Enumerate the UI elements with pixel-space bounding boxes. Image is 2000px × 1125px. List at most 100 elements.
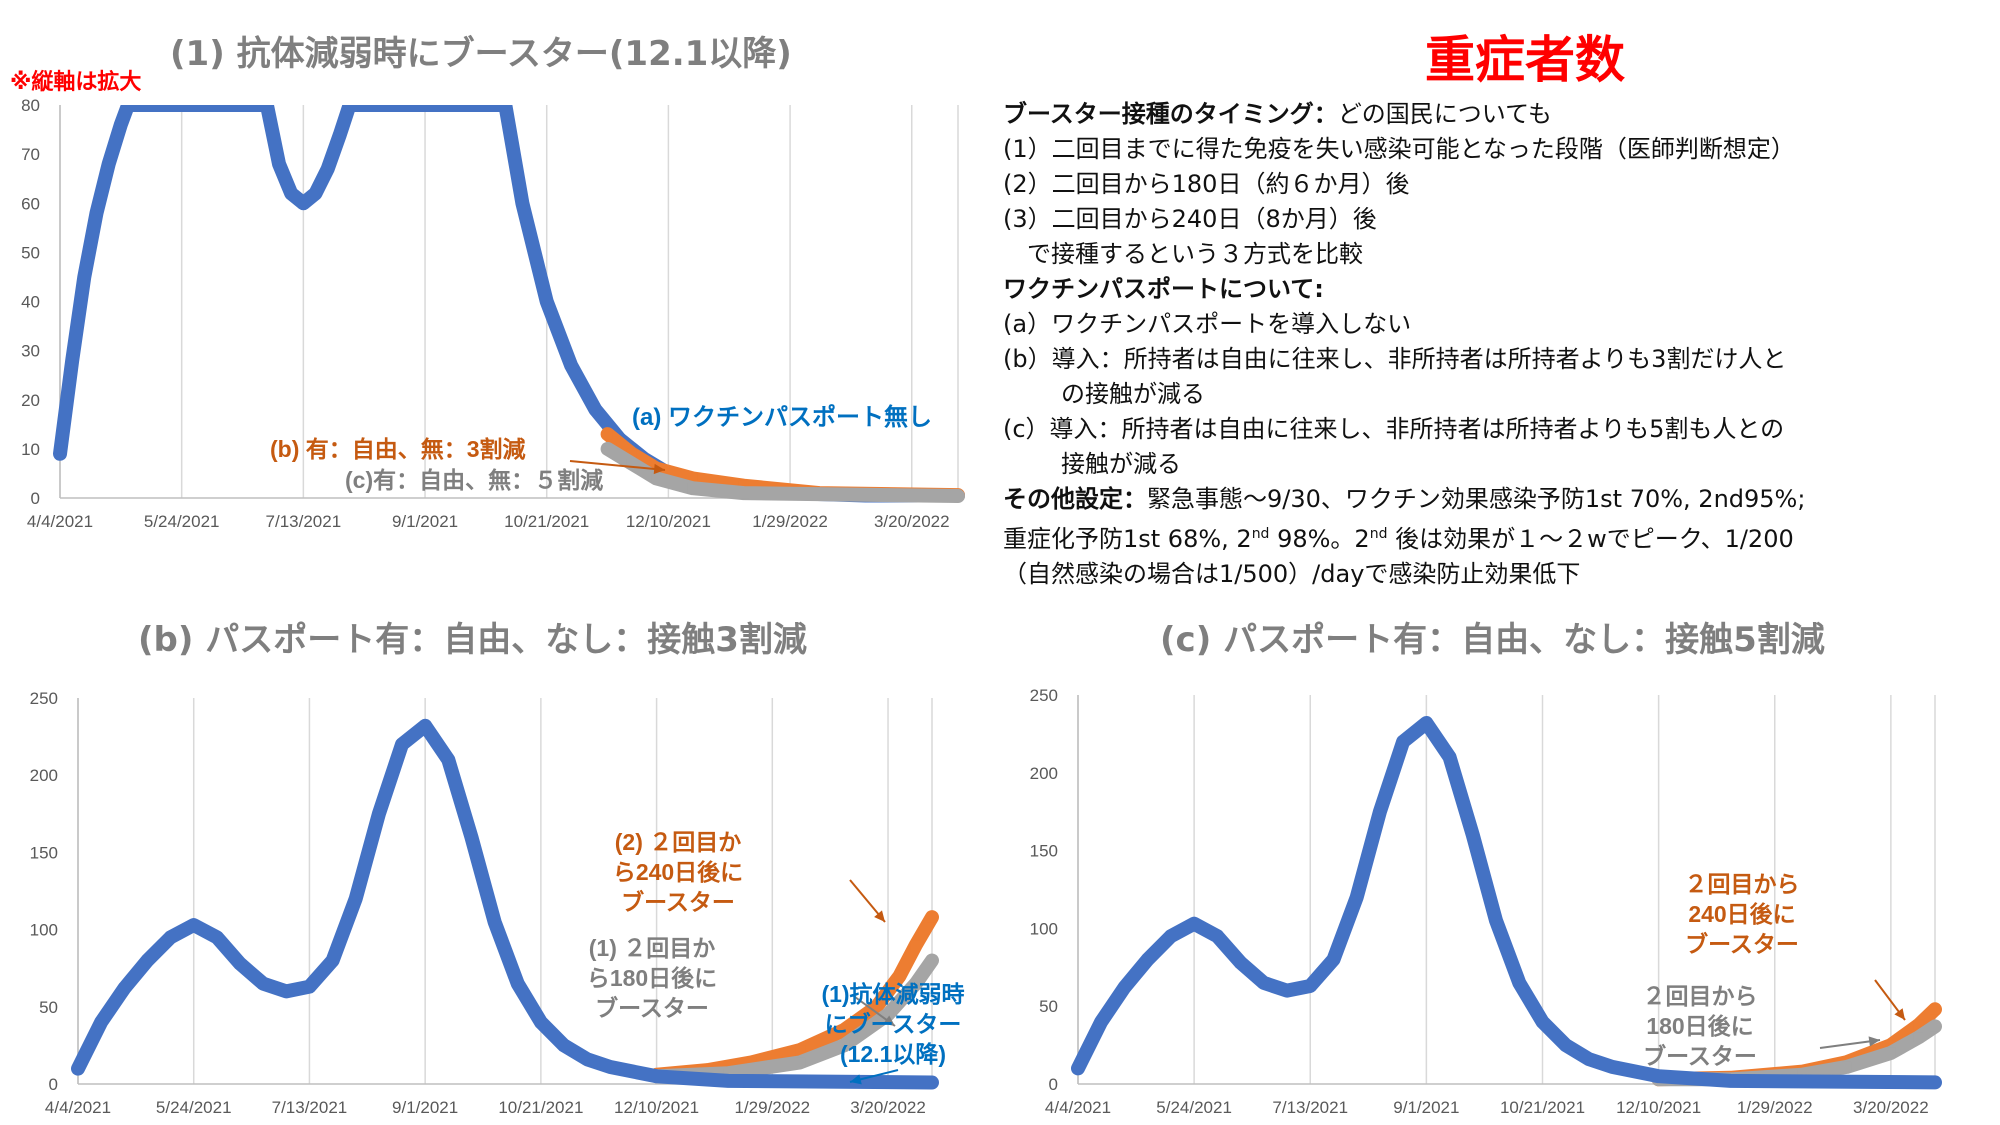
chart2-data-point (910, 978, 921, 989)
chart2-series-2 (71, 718, 939, 1090)
chart2-series-label: (1) ２回目から180日後にブースター (587, 935, 717, 1021)
chart1-y-tick-label: 10 (21, 440, 40, 459)
chart3-plot: 4/4/2021 5/24/2021 7/13/2021 9/1/2021 10/21/… (1030, 686, 1942, 1117)
chart2-data-point (327, 955, 338, 966)
chart2-data-point (73, 1063, 83, 1074)
chart1-x-tick-label: 4/4/2021 (27, 512, 93, 531)
chart3-data-point (1305, 980, 1316, 991)
chart2-x-tick-label: 12/10/2021 (614, 1098, 699, 1117)
notes-line: 後は効果が１～２wでピーク、1/200 (1387, 525, 1794, 553)
chart1-data-point (67, 355, 78, 366)
chart1-x-tick-label: 10/21/2021 (504, 512, 589, 531)
chart2-data-point (443, 754, 454, 765)
chart3-data-point (1930, 1077, 1940, 1088)
chart2-data-point (281, 986, 292, 997)
chart2-label-arrow (849, 879, 886, 923)
chart2-y-tick-label: 50 (39, 998, 58, 1017)
chart2-data-point (535, 1017, 546, 1028)
chart3-x-tick-label: 10/21/2021 (1500, 1098, 1585, 1117)
chart2-data-point (165, 932, 176, 943)
chart1-x-tick-label: 7/13/2021 (266, 512, 342, 531)
main-title: 重症者数 (1425, 31, 1625, 89)
chart2-data-point (258, 978, 269, 989)
notes-booster-heading: ブースター接種のタイミング： (1003, 100, 1338, 128)
chart3-data-point (1374, 806, 1385, 817)
chart2-y-tick-label: 100 (30, 921, 58, 940)
chart3-x-tick-label: 7/13/2021 (1272, 1098, 1348, 1117)
notes-line: (b）導入：所持者は自由に往来し、非所持者は所持者よりも3割だけ人と (1003, 345, 1787, 373)
chart2-data-point (211, 932, 222, 943)
chart3-data-point (1514, 977, 1525, 988)
chart3-series-line (1071, 716, 1942, 1090)
chart3-x-tick-label: 4/4/2021 (1045, 1098, 1111, 1117)
chart1-series-2 (600, 441, 965, 503)
notes-line: 接触が減る (1061, 450, 1181, 478)
chart3-data-point (1073, 1063, 1083, 1074)
chart1-data-point (344, 105, 355, 110)
chart3-x-tick-label: 9/1/2021 (1393, 1098, 1459, 1117)
chart2-label-arrow (849, 1069, 899, 1085)
chart2-data-point (723, 1068, 734, 1079)
chart2-x-tick-label: 1/29/2022 (734, 1098, 810, 1117)
chart3-label-arrow (1874, 979, 1906, 1021)
chart2-data-point (397, 739, 408, 750)
chart1-y-tick-label: 40 (21, 293, 40, 312)
chart1-y-tick-label: 30 (21, 342, 40, 361)
chart3-y-tick-label: 100 (1030, 919, 1058, 938)
chart2-y-tick-label: 250 (30, 689, 58, 708)
chart1-data-point (274, 158, 285, 169)
chart2-data-point (883, 1009, 894, 1020)
chart1-data-point (286, 188, 297, 199)
chart2-data-point (927, 955, 937, 966)
chart2-data-point (420, 720, 431, 731)
chart2-data-point (373, 808, 384, 819)
notes-line: (1）二回目までに得た免疫を失い感染可能となった段階（医師判断想定） (1003, 135, 1795, 163)
chart2-data-point (559, 1040, 570, 1051)
chart3-data-point (1537, 1016, 1548, 1027)
chart3-y-tick-label: 0 (1049, 1075, 1058, 1094)
chart2-data-point (235, 958, 246, 969)
chart3-y-tick-label: 250 (1030, 686, 1058, 705)
chart2-data-point (746, 1057, 757, 1068)
chart3-label-arrow (1819, 1036, 1881, 1049)
chart1-x-tick-label: 9/1/2021 (392, 512, 458, 531)
chart2-x-tick-label: 4/4/2021 (45, 1098, 111, 1117)
chart1-data-point (261, 105, 272, 110)
chart2-x-tick-label: 5/24/2021 (156, 1098, 232, 1117)
chart3-title: (c) パスポート有：自由、なし：接触5割減 (1160, 620, 1825, 660)
settings-notes: ブースター接種のタイミング：どの国民についても (1）二回目までに得た免疫を失い… (1003, 97, 1993, 592)
chart1-data-point (687, 473, 698, 484)
chart2-y-tick-label: 200 (30, 766, 58, 785)
chart1-y-tick-label: 20 (21, 391, 40, 410)
chart1-x-tick-label: 1/29/2022 (752, 512, 828, 531)
chart2-data-point (304, 981, 315, 992)
chart2-data-point (350, 893, 361, 904)
chart3-data-point (1560, 1040, 1571, 1051)
chart2-data-point (894, 970, 905, 981)
notes-line: 重症化予防1st 68%, 2 (1003, 525, 1252, 553)
chart3-data-point (1282, 985, 1293, 996)
chart1-data-point (626, 448, 637, 459)
chart2-x-tick-label: 7/13/2021 (272, 1098, 348, 1117)
notes-sup: nd (1251, 526, 1270, 542)
chart1-y-tick-label: 70 (21, 145, 40, 164)
chart2-plot: 4/4/2021 5/24/2021 7/13/2021 9/1/2021 10/21/… (30, 689, 965, 1117)
chart1-data-point (626, 458, 637, 469)
chart2-x-tick-label: 9/1/2021 (392, 1098, 458, 1117)
chart3-data-point (1119, 982, 1130, 993)
chart3-data-point (1885, 1047, 1896, 1058)
chart3-series-label: ２回目から 240日後にブースター (1685, 871, 1800, 957)
notes-line: 緊急事態～9/30、ワクチン効果感染予防1st 70%, 2nd95%; (1147, 485, 1806, 513)
chart1-data-point (149, 105, 160, 110)
notes-line: (3）二回目から240日（8か月）後 (1003, 205, 1377, 233)
notes-line: （自然感染の場合は1/500）/dayで感染防止効果低下 (1003, 560, 1581, 588)
chart3-data-point (1165, 931, 1176, 942)
chart2-data-point (795, 1045, 806, 1056)
chart3-grid (1077, 695, 1936, 1084)
chart3-data-point (1444, 752, 1455, 763)
chart1-data-point (334, 129, 345, 140)
chart3-data-point (1398, 736, 1409, 747)
chart2-series-label: (2) ２回目から240日後にブースター (613, 829, 743, 915)
chart1-series-label: (a) ワクチンパスポート無し (632, 403, 932, 431)
chart3-data-point (1189, 918, 1200, 929)
